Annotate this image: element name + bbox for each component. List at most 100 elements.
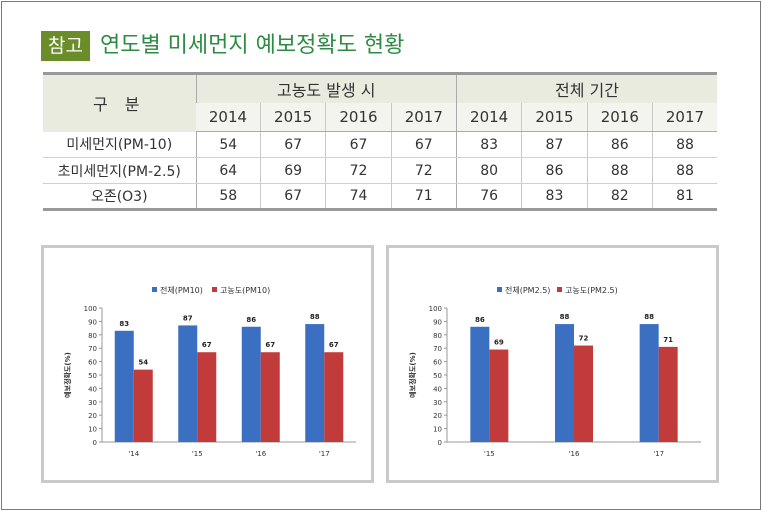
title-row: 참고 연도별 미세먼지 예보정확도 현황 — [41, 30, 404, 62]
table-row: 오존(O3) 58 67 74 71 76 83 82 81 — [43, 183, 717, 211]
table-cell: 82 — [586, 183, 653, 211]
table-cell: 81 — [651, 183, 717, 211]
table-cell: 67 — [259, 183, 326, 211]
table-cell: 86 — [521, 157, 588, 184]
y-tick-label: 20 — [88, 412, 97, 420]
year-header: 2015 — [521, 102, 588, 132]
year-header: 2015 — [259, 102, 326, 132]
x-tick-label: '17 — [319, 450, 330, 458]
bar-value-label: 88 — [644, 313, 654, 321]
y-tick-label: 20 — [433, 412, 442, 420]
table-cell: 64 — [195, 157, 261, 184]
bar-value-label: 88 — [310, 313, 320, 321]
table-cell: 86 — [586, 131, 653, 158]
legend-swatch — [212, 287, 217, 292]
y-tick-label: 80 — [88, 332, 97, 340]
row-label: 미세먼지(PM-10) — [43, 131, 196, 158]
y-tick-label: 60 — [88, 359, 97, 367]
y-tick-label: 30 — [88, 399, 97, 407]
legend-swatch — [557, 287, 562, 292]
row-label: 초미세먼지(PM-2.5) — [43, 157, 196, 184]
table-cell: 88 — [651, 131, 717, 158]
legend-label: 전체(PM2.5) — [505, 285, 550, 295]
legend-label: 고농도(PM10) — [220, 286, 270, 295]
table-cell: 67 — [259, 131, 326, 158]
bar — [639, 324, 659, 442]
group-header-high: 고농도 발생 시 — [195, 72, 457, 103]
y-tick-label: 0 — [438, 439, 442, 447]
y-tick-label: 30 — [433, 399, 442, 407]
row-label: 오존(O3) — [43, 183, 196, 211]
bar-value-label: 67 — [202, 341, 212, 349]
bar — [470, 326, 490, 442]
x-tick-label: '17 — [653, 450, 664, 458]
bar — [178, 325, 198, 442]
table-cell: 58 — [195, 183, 261, 211]
y-tick-label: 10 — [433, 426, 442, 434]
y-axis-label: 예보정확도(%) — [408, 352, 417, 398]
bar-value-label: 67 — [329, 341, 339, 349]
year-header: 2014 — [455, 102, 522, 132]
x-tick-label: '16 — [569, 450, 580, 458]
legend-swatch — [497, 287, 502, 292]
y-tick-label: 100 — [429, 305, 442, 313]
table-cell: 72 — [390, 157, 457, 184]
year-header: 2016 — [325, 102, 392, 132]
y-tick-label: 90 — [433, 318, 442, 326]
table-cell: 69 — [259, 157, 326, 184]
y-tick-label: 0 — [93, 439, 97, 447]
bar-value-label: 86 — [246, 316, 256, 324]
table-cell: 88 — [651, 157, 717, 184]
table-cell: 87 — [521, 131, 588, 158]
table-cell: 72 — [325, 157, 392, 184]
chart-legend: 전체(PM10) 고농도(PM10) — [152, 285, 270, 295]
year-header: 2016 — [586, 102, 653, 132]
y-tick-label: 80 — [433, 332, 442, 340]
table-cell: 88 — [586, 157, 653, 184]
bar — [489, 349, 509, 442]
y-tick-label: 40 — [88, 385, 97, 393]
table-cell: 83 — [455, 131, 522, 158]
page-title: 연도별 미세먼지 예보정확도 현황 — [99, 33, 405, 58]
chart-panel-pm10: 전체(PM10) 고농도(PM10) 0 10 20 30 40 50 60 70 80 90 100 예… — [41, 245, 374, 483]
bar — [305, 324, 325, 442]
bar-value-label: 54 — [138, 359, 148, 367]
group-header-all: 전체 기간 — [455, 72, 717, 103]
bar-value-label: 69 — [494, 339, 504, 347]
y-tick-label: 90 — [88, 318, 97, 326]
chart-legend: 전체(PM2.5) 고농도(PM2.5) — [497, 285, 618, 295]
table-cell: 71 — [390, 183, 457, 211]
legend-swatch — [152, 287, 157, 292]
legend-label: 전체(PM10) — [160, 285, 203, 295]
bar-value-label: 67 — [265, 341, 275, 349]
reference-badge: 참고 — [41, 31, 90, 61]
bar-value-label: 86 — [475, 316, 485, 324]
table-row: 초미세먼지(PM-2.5) 64 69 72 72 80 86 88 88 — [43, 157, 717, 184]
table-cell: 67 — [390, 131, 457, 158]
legend-label: 고농도(PM2.5) — [565, 286, 618, 295]
bar — [658, 346, 678, 442]
bar-value-label: 88 — [560, 313, 570, 321]
y-tick-label: 50 — [88, 372, 97, 380]
bar — [260, 352, 280, 442]
year-header: 2014 — [196, 102, 261, 132]
bar-chart: 전체(PM2.5) 고농도(PM2.5) 0 10 20 30 40 50 60 70 80 90 10… — [408, 285, 701, 458]
bar-value-label: 71 — [663, 336, 673, 344]
y-tick-label: 40 — [433, 385, 442, 393]
table-cell: 80 — [455, 157, 522, 184]
bar — [197, 352, 217, 442]
x-tick-label: '16 — [255, 450, 266, 458]
table-cell: 83 — [521, 183, 588, 211]
table-cell: 54 — [195, 131, 261, 158]
bar — [555, 324, 574, 442]
table-cell: 67 — [325, 131, 392, 158]
y-tick-label: 60 — [433, 359, 442, 367]
bar — [133, 369, 153, 442]
table-corner-header: 구 분 — [43, 72, 196, 132]
year-header: 2017 — [390, 102, 457, 132]
y-tick-label: 70 — [433, 345, 442, 353]
bar-value-label: 72 — [579, 335, 589, 343]
bar — [574, 345, 593, 442]
bar — [114, 330, 134, 442]
year-header: 2017 — [651, 102, 717, 132]
